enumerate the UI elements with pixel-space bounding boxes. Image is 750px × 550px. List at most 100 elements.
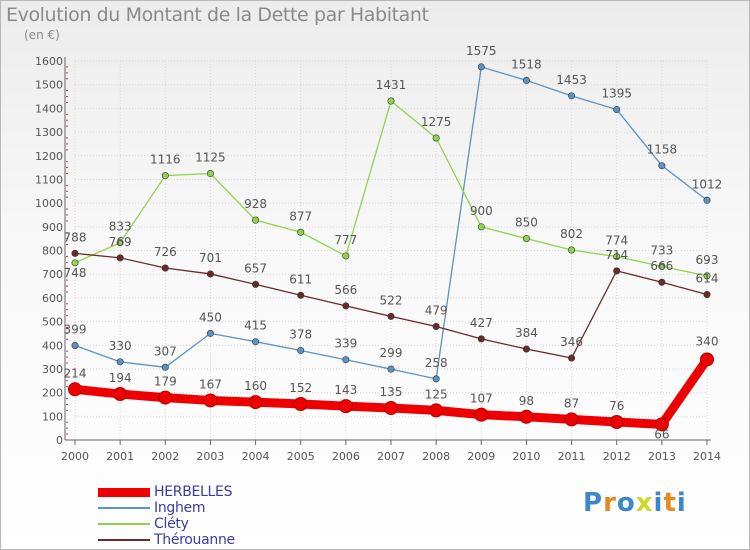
y-tick-label: 100 <box>42 410 63 423</box>
data-label-inghem: 1518 <box>511 57 542 71</box>
y-tick-label: 700 <box>42 268 63 281</box>
data-point-clety <box>161 172 169 180</box>
y-tick-label: 1100 <box>35 173 63 186</box>
data-label-therouanne: 346 <box>560 335 583 349</box>
data-point-inghem <box>161 363 169 371</box>
logo-letter: t <box>663 488 677 518</box>
data-label-herbelles: 340 <box>696 334 719 348</box>
data-label-clety: 1116 <box>150 153 181 167</box>
data-label-therouanne: 611 <box>289 272 312 286</box>
proxiti-logo: Proxiti <box>583 488 687 518</box>
data-point-clety <box>477 223 485 231</box>
y-tick-label: 1500 <box>35 79 63 92</box>
y-tick-label: 200 <box>42 387 63 400</box>
y-tick-label: 400 <box>42 339 63 352</box>
data-label-therouanne: 614 <box>696 272 719 286</box>
data-label-therouanne: 788 <box>64 230 87 244</box>
x-tick-label: 2004 <box>242 450 270 463</box>
logo-letter: i <box>676 488 687 518</box>
x-tick-label: 2003 <box>196 450 224 463</box>
data-label-herbelles: 214 <box>64 366 87 380</box>
data-point-inghem <box>477 63 485 71</box>
x-tick-label: 2014 <box>693 450 721 463</box>
data-point-therouanne <box>477 335 485 343</box>
data-label-inghem: 307 <box>154 344 177 358</box>
legend-swatch-inghem <box>98 507 150 509</box>
data-point-clety <box>522 235 530 243</box>
y-tick-label: 1000 <box>35 197 63 210</box>
data-label-clety: 802 <box>560 227 583 241</box>
legend-label-herbelles: HERBELLES <box>154 484 233 500</box>
x-tick-label: 2000 <box>61 450 89 463</box>
data-label-inghem: 450 <box>199 310 222 324</box>
data-label-clety: 733 <box>650 243 673 257</box>
data-label-therouanne: 714 <box>605 248 628 262</box>
legend-label-therouanne: Thérouanne <box>154 532 235 548</box>
legend-swatch-herbelles <box>98 488 150 497</box>
data-label-therouanne: 427 <box>470 316 493 330</box>
y-tick-label: 1200 <box>35 150 63 163</box>
data-point-herbelles <box>158 390 173 405</box>
x-tick-label: 2007 <box>377 450 405 463</box>
data-point-inghem <box>342 356 350 364</box>
data-label-clety: 850 <box>515 216 538 230</box>
x-tick-label: 2012 <box>603 450 631 463</box>
data-point-therouanne <box>342 302 350 310</box>
data-point-inghem <box>703 196 711 204</box>
data-label-herbelles: 98 <box>519 394 534 408</box>
data-label-therouanne: 384 <box>515 326 538 340</box>
data-label-therouanne: 769 <box>109 235 132 249</box>
logo-letter: x <box>635 488 654 518</box>
data-label-inghem: 415 <box>244 319 267 333</box>
data-point-clety <box>432 134 440 142</box>
y-tick-label: 300 <box>42 363 63 376</box>
logo-letter: r <box>603 488 617 518</box>
data-point-therouanne <box>522 345 530 353</box>
data-label-inghem: 339 <box>334 337 357 351</box>
data-label-clety: 900 <box>470 204 493 218</box>
data-label-therouanne: 666 <box>650 259 673 273</box>
y-tick-label: 0 <box>56 434 63 447</box>
data-point-therouanne <box>206 270 214 278</box>
data-label-inghem: 1395 <box>601 87 632 101</box>
data-point-clety <box>297 228 305 236</box>
data-label-therouanne: 566 <box>334 283 357 297</box>
data-point-inghem <box>522 76 530 84</box>
data-label-inghem: 1575 <box>466 44 497 58</box>
data-point-clety <box>206 170 214 178</box>
legend-label-clety: Cléty <box>154 516 189 532</box>
data-point-herbelles <box>609 414 624 429</box>
data-label-herbelles: 179 <box>154 375 177 389</box>
data-point-herbelles <box>293 396 308 411</box>
data-point-therouanne <box>116 254 124 262</box>
x-tick-label: 2011 <box>558 450 586 463</box>
data-point-inghem <box>387 365 395 373</box>
data-label-inghem: 378 <box>289 327 312 341</box>
data-label-herbelles: 135 <box>380 385 403 399</box>
data-point-herbelles <box>429 403 444 418</box>
data-point-therouanne <box>252 280 260 288</box>
data-point-herbelles <box>384 401 398 416</box>
data-point-herbelles <box>68 382 82 397</box>
data-point-therouanne <box>432 323 440 331</box>
data-point-therouanne <box>387 312 395 320</box>
data-point-clety <box>116 239 124 247</box>
x-tick-label: 2001 <box>106 450 134 463</box>
x-tick-label: 2002 <box>151 450 179 463</box>
data-point-herbelles <box>654 417 669 432</box>
data-point-clety <box>568 246 576 254</box>
data-point-herbelles <box>338 399 353 414</box>
data-point-clety <box>71 259 79 267</box>
legend-label-inghem: Inghem <box>154 500 206 516</box>
data-point-therouanne <box>71 249 79 257</box>
data-point-inghem <box>116 358 124 366</box>
data-label-therouanne: 522 <box>380 293 403 307</box>
data-label-inghem: 399 <box>64 322 87 336</box>
data-label-herbelles: 194 <box>109 371 132 385</box>
data-label-clety: 833 <box>109 220 132 234</box>
data-point-therouanne <box>161 264 169 272</box>
chart-subtitle: (en €) <box>24 28 60 42</box>
data-label-therouanne: 657 <box>244 261 267 275</box>
